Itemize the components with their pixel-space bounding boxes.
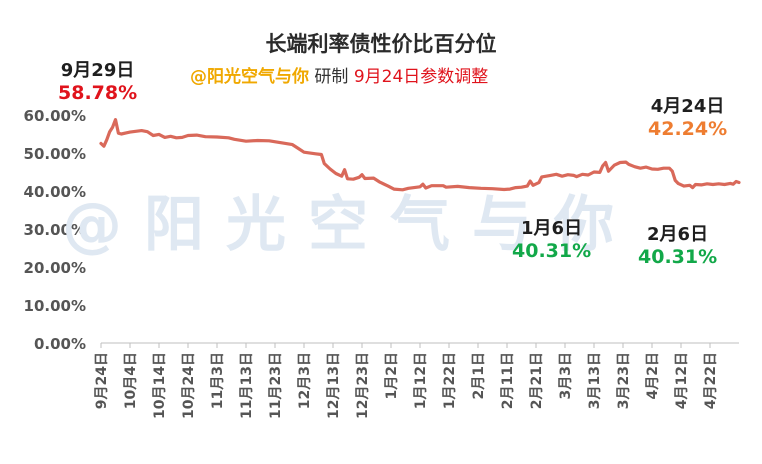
x-tick-label: 1月12日 [413, 352, 429, 409]
y-tick-label: 60.00% [24, 107, 86, 125]
x-tick-label: 3月13日 [587, 352, 603, 409]
x-tick-label: 10月4日 [123, 352, 139, 409]
y-tick-label: 20.00% [24, 259, 86, 277]
x-tick-label: 2月21日 [529, 352, 545, 409]
annotation-date: 2月6日 [647, 224, 709, 245]
annotation-value: 40.31% [512, 240, 592, 262]
x-tick-label: 1月2日 [384, 352, 400, 399]
x-tick-label: 4月22日 [703, 352, 719, 409]
x-tick-label: 2月1日 [471, 352, 487, 399]
series-layer [99, 118, 741, 192]
x-axis [100, 342, 739, 348]
x-tick-label: 10月14日 [152, 352, 168, 419]
annotation-jan6: 1月6日 40.31% [512, 214, 591, 262]
x-tick-label: 11月23日 [268, 352, 284, 419]
y-tick-label: 30.00% [24, 221, 86, 239]
annotation-apr24: 4月24日 42.24% [648, 92, 727, 140]
annotation-value: 42.24% [648, 118, 728, 140]
annotation-date: 1月6日 [521, 218, 583, 239]
annotation-sep29: 9月29日 58.78% [58, 56, 137, 104]
annotation-date: 9月29日 [60, 60, 135, 81]
annotation-value: 58.78% [58, 82, 138, 104]
x-tick-label: 3月23日 [616, 352, 632, 409]
x-tick-label: 12月3日 [297, 352, 313, 409]
series-line [99, 118, 741, 192]
x-axis-labels: 9月24日 10月4日 10月14日 10月24日 11月3日 11月13日 11月23日 1… [94, 352, 719, 419]
x-tick-label: 3月3日 [558, 352, 574, 399]
x-tick-label: 1月22日 [442, 352, 458, 409]
chart-subtitle: @阳光空气与你 研制 9月24日参数调整 [190, 62, 488, 87]
chart-title: 长端利率债性价比百分位 [265, 32, 497, 56]
x-tick-label: 11月13日 [239, 352, 255, 419]
x-tick-label: 12月23日 [355, 352, 371, 419]
x-tick-label: 9月24日 [94, 352, 110, 409]
watermark-text: @阳光空气与你 [62, 190, 636, 260]
annotation-value: 40.31% [638, 246, 718, 268]
x-tick-label: 4月2日 [645, 352, 661, 399]
subtitle-note: 9月24日参数调整 [353, 67, 489, 87]
x-tick-label: 10月24日 [181, 352, 197, 419]
x-tick-label: 12月13日 [326, 352, 342, 419]
subtitle-brand: @阳光空气与你 [190, 67, 309, 87]
x-tick-label: 2月11日 [500, 352, 516, 409]
annotation-date: 4月24日 [650, 96, 725, 117]
subtitle-mid: 研制 [314, 67, 349, 87]
annotation-feb6: 2月6日 40.31% [638, 220, 717, 268]
y-tick-label: 50.00% [24, 145, 86, 163]
y-tick-label: 0.00% [34, 335, 86, 353]
y-tick-label: 10.00% [24, 297, 86, 315]
x-tick-label: 11月3日 [210, 352, 226, 409]
y-axis-labels: 60.00% 50.00% 40.00% 30.00% 20.00% 10.00% 0.00… [24, 107, 86, 353]
y-tick-label: 40.00% [24, 183, 86, 201]
x-tick-label: 4月12日 [674, 352, 690, 409]
